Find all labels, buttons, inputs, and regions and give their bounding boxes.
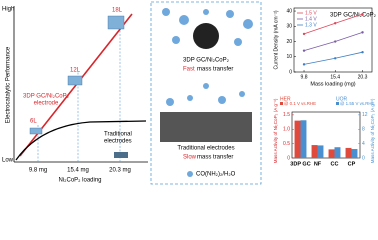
series-line <box>303 51 363 65</box>
x-tick-label: 15.4 mg <box>67 168 89 174</box>
y-label: Current Density (mA cm⁻²) <box>273 10 279 69</box>
point <box>361 31 364 34</box>
x-tick-label: CP <box>348 161 356 167</box>
y2-label: Mass Activity of Ni₂CoP₂ (A g⁻¹) <box>370 98 375 163</box>
y2-tick-label: 8 <box>362 127 365 133</box>
legend-label: HER <box>280 96 291 102</box>
layer-label: 6L <box>30 119 37 125</box>
point <box>334 22 337 25</box>
red-label: 3DP GC/Ni₂CoP₂ <box>23 94 70 100</box>
x-tick-label: 15.4 <box>330 74 340 80</box>
legend-label: 1.4 V <box>305 16 317 22</box>
bubbles <box>162 8 253 46</box>
y-tick-label: 1.0 <box>283 127 290 133</box>
y-tick-label: 40 <box>286 8 292 14</box>
legend-label: UOR <box>336 96 348 102</box>
plot-frame <box>293 7 373 73</box>
point <box>302 63 306 66</box>
bar <box>345 147 352 158</box>
cube-icon <box>107 15 125 30</box>
figure: High Low Electrocatalytic Performance 9.… <box>2 1 377 185</box>
bar <box>351 149 358 158</box>
y2-tick-label: 0 <box>362 155 365 161</box>
electrode-icon <box>193 23 219 49</box>
point <box>361 12 364 16</box>
layer-label: 12L <box>70 68 81 74</box>
bar <box>311 145 318 158</box>
point <box>334 57 337 60</box>
y-tick-label: 0 <box>289 69 292 75</box>
bottom-speed: Slow <box>183 155 197 161</box>
y-tick-label: 0.5 <box>283 141 290 147</box>
x-tick-label: 9.8 mg <box>29 168 47 174</box>
legend-swatch <box>187 171 193 177</box>
point <box>334 40 337 43</box>
layer-label: 18L <box>112 8 123 14</box>
point <box>361 50 364 54</box>
bar <box>294 120 301 158</box>
cube-icon <box>29 127 43 135</box>
traditional-electrode <box>160 83 252 142</box>
x-tick-label: CC <box>331 161 339 167</box>
bar <box>334 147 341 158</box>
cube-icon <box>114 152 128 158</box>
top-speed: Fast <box>183 67 195 73</box>
x-tick-label: NF <box>314 161 322 167</box>
bottom-caption: mass transfer <box>197 155 233 161</box>
top-caption: mass transfer <box>197 67 233 73</box>
y2-tick-label: 4 <box>362 141 365 147</box>
bar <box>328 149 335 158</box>
legend-label: 1.3 V <box>305 22 317 28</box>
cube-icon <box>67 75 83 86</box>
y-tick-label: 10 <box>286 54 292 60</box>
y-high: High <box>2 7 14 13</box>
plot-frame <box>291 111 361 159</box>
y-tick-label: 0 <box>287 155 290 161</box>
bottom-title: Traditional electrodes <box>177 146 234 152</box>
y-tick-label: 30 <box>286 24 292 30</box>
y-label: Mass Activity of Ni₂CoP₂ (A g⁻¹) <box>273 98 278 163</box>
legend-label: 1.5 V <box>305 10 317 16</box>
x-tick-label: 20.3 <box>358 74 368 80</box>
y-label: Electrocatalytic Performance <box>6 46 12 123</box>
y2-tick-label: 12 <box>362 112 368 118</box>
x-label: Ni₂CoP₂ loading <box>58 178 101 184</box>
legend-swatch <box>280 102 283 105</box>
red-label: electrode <box>34 101 59 107</box>
y-tick-label: 20 <box>286 39 292 45</box>
y-tick-label: 1.5 <box>283 112 290 118</box>
black-label: Traditional <box>104 132 132 138</box>
top-title: 3DP GC/Ni₂CoP₂ <box>183 58 230 64</box>
x-tick-label: 3DP GC <box>290 161 310 167</box>
y-low: Low <box>2 158 14 164</box>
point <box>302 49 306 52</box>
point <box>302 32 306 36</box>
bar <box>317 145 324 158</box>
panel-border <box>150 1 262 185</box>
legend-swatch <box>336 102 339 105</box>
chart-title: 3DP GC/Ni₂CoP₂ <box>330 13 377 19</box>
x-label: Mass loading (mg) <box>310 81 355 87</box>
bar <box>300 120 307 158</box>
black-label: electrodes <box>104 139 132 145</box>
annotation: @ 1.55 V vs.RHE <box>340 101 375 106</box>
x-tick-label: 20.3 mg <box>109 168 131 174</box>
annotation: @ 0.1 V vs.RHE <box>284 101 316 106</box>
legend-label: CO(NH₂)₂/H₂O <box>196 172 236 178</box>
black-trend <box>15 120 147 161</box>
x-tick-label: 9.8 <box>301 74 308 80</box>
series-line <box>303 32 363 52</box>
